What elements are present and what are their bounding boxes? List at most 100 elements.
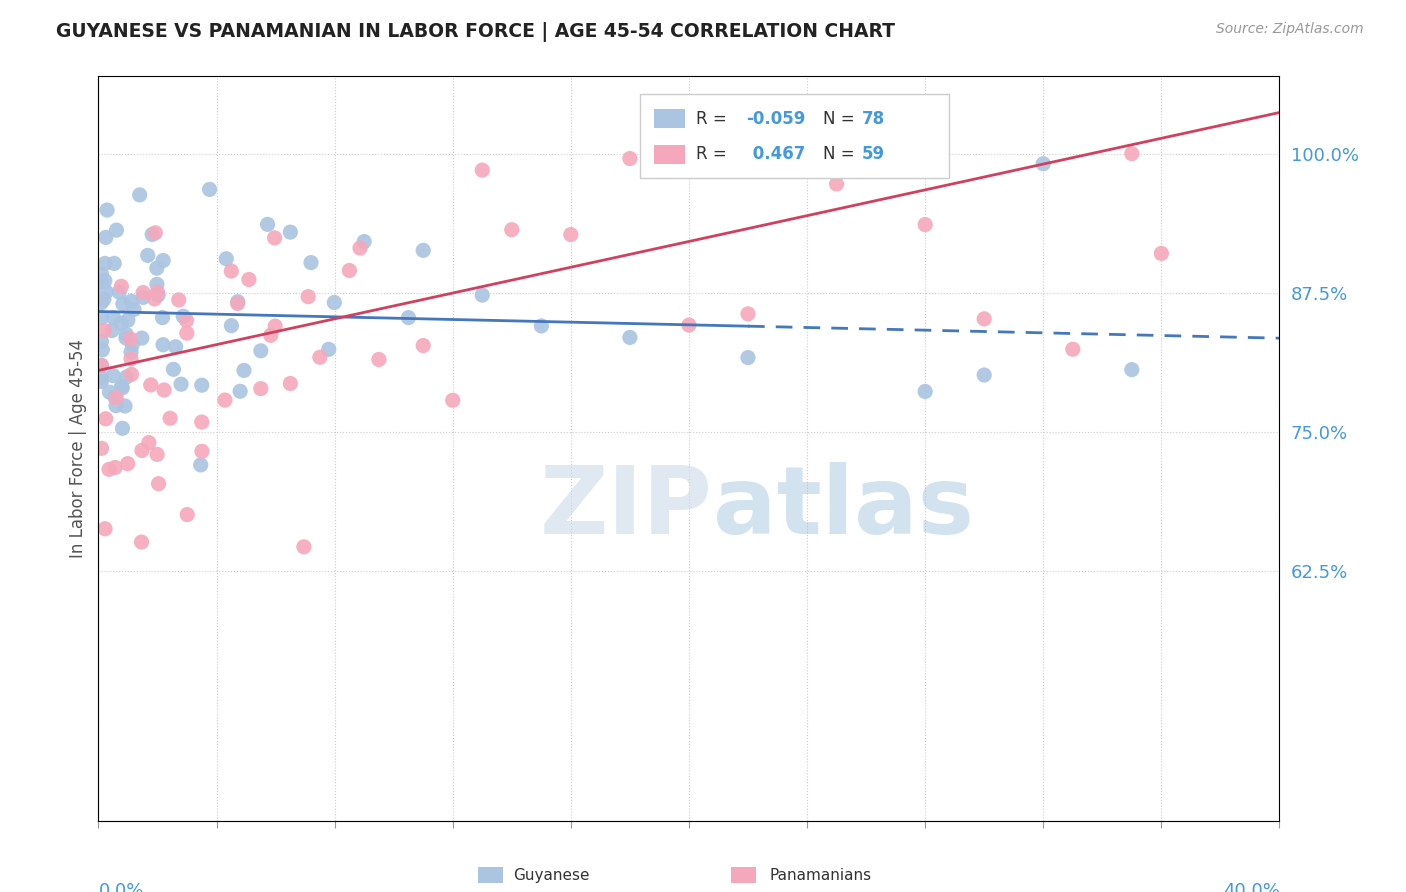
Point [221,318,243,333]
Point [143,226,166,240]
Point [339,263,361,277]
Text: 0.467: 0.467 [747,145,806,163]
Point [1150,246,1173,260]
Point [131,443,153,458]
Point [146,277,169,292]
Point [191,415,214,429]
Text: 59: 59 [862,145,884,163]
Point [215,252,238,266]
Point [152,253,174,268]
Point [90,295,112,310]
Point [162,362,184,376]
Point [90,275,112,289]
Point [256,218,278,232]
Point [1062,342,1084,356]
Point [441,393,464,408]
Point [229,384,252,399]
Point [141,227,163,242]
Point [263,231,285,245]
Point [96,285,118,299]
Point [90,310,112,325]
Point [91,343,114,357]
Point [471,163,494,178]
Text: R =: R = [696,110,733,128]
Point [398,310,420,325]
Point [226,294,249,309]
Point [128,188,150,202]
Point [198,182,221,196]
Point [152,310,174,325]
Point [94,411,117,425]
Point [221,264,243,278]
Text: atlas: atlas [713,462,973,554]
Point [94,256,117,270]
Point [90,334,112,349]
Text: Source: ZipAtlas.com: Source: ZipAtlas.com [1216,22,1364,37]
Point [94,522,117,536]
Text: 78: 78 [862,110,884,128]
Point [105,399,128,413]
Point [115,370,138,384]
Point [264,319,287,334]
Point [98,385,121,400]
Point [105,223,128,237]
Point [297,290,319,304]
Point [280,376,302,391]
Point [214,393,236,408]
Point [238,272,260,286]
Point [530,318,553,333]
Point [167,293,190,307]
Point [143,292,166,306]
Point [191,444,214,458]
Point [117,313,139,327]
Text: Guyanese: Guyanese [513,868,589,882]
Point [619,330,641,344]
Point [131,535,153,549]
Point [103,368,125,383]
Point [104,390,127,404]
Point [104,460,127,475]
Point [501,223,523,237]
Point [93,324,115,338]
Text: R =: R = [696,145,733,163]
Point [349,241,371,255]
Point [122,302,145,317]
Point [90,371,112,385]
Point [98,462,121,476]
Point [973,368,995,382]
Point [146,285,169,299]
Point [110,279,132,293]
Point [152,337,174,351]
Point [280,225,302,239]
Point [120,345,142,359]
Text: N =: N = [823,110,859,128]
Point [353,235,375,249]
Point [105,391,128,405]
Point [260,328,283,343]
Point [90,267,112,281]
Point [103,310,125,325]
Point [233,363,256,377]
Point [136,248,159,262]
Point [114,399,136,413]
Point [309,351,332,365]
Point [90,375,112,389]
Point [131,331,153,345]
Text: ZIP: ZIP [540,462,713,554]
Point [299,255,322,269]
Point [121,368,143,382]
Point [111,297,134,311]
Point [110,379,132,393]
Point [190,458,212,472]
Point [471,288,494,302]
Point [90,359,112,373]
Point [146,261,169,276]
Point [226,296,249,310]
Point [318,343,340,357]
Point [914,218,936,232]
Point [159,411,181,425]
Point [176,508,198,522]
Text: -0.059: -0.059 [747,110,806,128]
Text: GUYANESE VS PANAMANIAN IN LABOR FORCE | AGE 45-54 CORRELATION CHART: GUYANESE VS PANAMANIAN IN LABOR FORCE | … [56,22,896,42]
Point [115,331,138,345]
